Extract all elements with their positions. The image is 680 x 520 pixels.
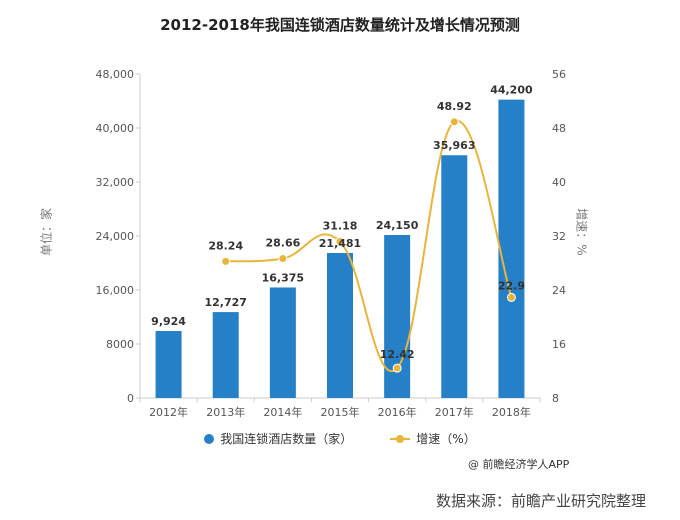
- growth-value-label: 12.42: [380, 348, 415, 361]
- y-left-tick-label: 8000: [106, 338, 134, 351]
- growth-point: [449, 117, 459, 127]
- y-right-tick-label: 40: [552, 176, 566, 189]
- x-tick-label: 2015年: [321, 405, 360, 419]
- y-left-tick-label: 48,000: [96, 68, 135, 81]
- x-tick-label: 2014年: [263, 405, 302, 419]
- bar-value-label: 44,200: [490, 84, 533, 97]
- y-left-tick-label: 24,000: [96, 230, 135, 243]
- y-right-tick-label: 56: [552, 68, 566, 81]
- legend-label-growth: 增速（%）: [416, 432, 476, 446]
- left-axis-label: 单位：家: [39, 207, 54, 257]
- y-right-tick-label: 8: [552, 392, 559, 405]
- legend-label-hotels: 我国连锁酒店数量（家）: [220, 432, 353, 446]
- y-left-tick-label: 40,000: [96, 122, 135, 135]
- growth-value-label: 22.9: [498, 279, 525, 292]
- bar: [212, 312, 239, 398]
- bar-value-label: 12,727: [204, 296, 246, 309]
- bar-value-label: 16,375: [262, 271, 304, 284]
- growth-value-label: 31.18: [323, 220, 358, 233]
- y-right-tick-label: 16: [552, 338, 566, 351]
- y-left-tick-label: 16,000: [96, 284, 135, 297]
- legend-swatch-line: [390, 434, 411, 444]
- x-tick-label: 2018年: [492, 405, 531, 419]
- bar-value-label: 24,150: [376, 219, 419, 232]
- y-right-tick-label: 32: [552, 230, 566, 243]
- bar: [441, 155, 468, 398]
- bar: [498, 99, 525, 399]
- x-tick-label: 2017年: [435, 405, 474, 419]
- bar: [327, 253, 353, 398]
- growth-point: [221, 256, 231, 266]
- bar-value-label: 21,481: [319, 237, 361, 250]
- bar: [384, 234, 411, 398]
- legend-item-hotels[interactable]: 我国连锁酒店数量（家）: [204, 430, 352, 447]
- x-tick-label: 2016年: [378, 405, 417, 419]
- growth-point: [506, 292, 516, 302]
- x-tick-label: 2013年: [206, 405, 245, 419]
- y-left-tick-label: 32,000: [96, 176, 135, 189]
- growth-value-label: 28.24: [208, 239, 243, 252]
- bar: [269, 287, 296, 398]
- bar-value-label: 35,963: [433, 139, 475, 152]
- credit-text: @ 前瞻经济学人APP: [468, 458, 570, 471]
- growth-value-label: 28.66: [265, 237, 300, 250]
- right-axis-label: 增速：%: [574, 208, 589, 256]
- chart-title: 2012-2018年我国连锁酒店数量统计及增长情况预测: [160, 16, 520, 34]
- y-right-tick-label: 24: [552, 284, 566, 297]
- y-left-tick-label: 0: [127, 392, 134, 405]
- growth-point: [335, 237, 345, 247]
- growth-point: [278, 254, 288, 264]
- legend-item-growth[interactable]: 增速（%）: [390, 430, 476, 447]
- growth-point: [392, 363, 402, 373]
- growth-value-label: 48.92: [437, 100, 472, 113]
- x-tick-label: 2012年: [149, 405, 188, 419]
- source-text: 数据来源：前瞻产业研究院整理: [436, 492, 647, 510]
- bar: [155, 331, 182, 398]
- legend-swatch-bar: [204, 433, 215, 444]
- y-right-tick-label: 48: [552, 122, 566, 135]
- chart-legend: 我国连锁酒店数量（家） 增速（%）: [0, 430, 680, 447]
- bar-value-label: 9,924: [151, 315, 186, 328]
